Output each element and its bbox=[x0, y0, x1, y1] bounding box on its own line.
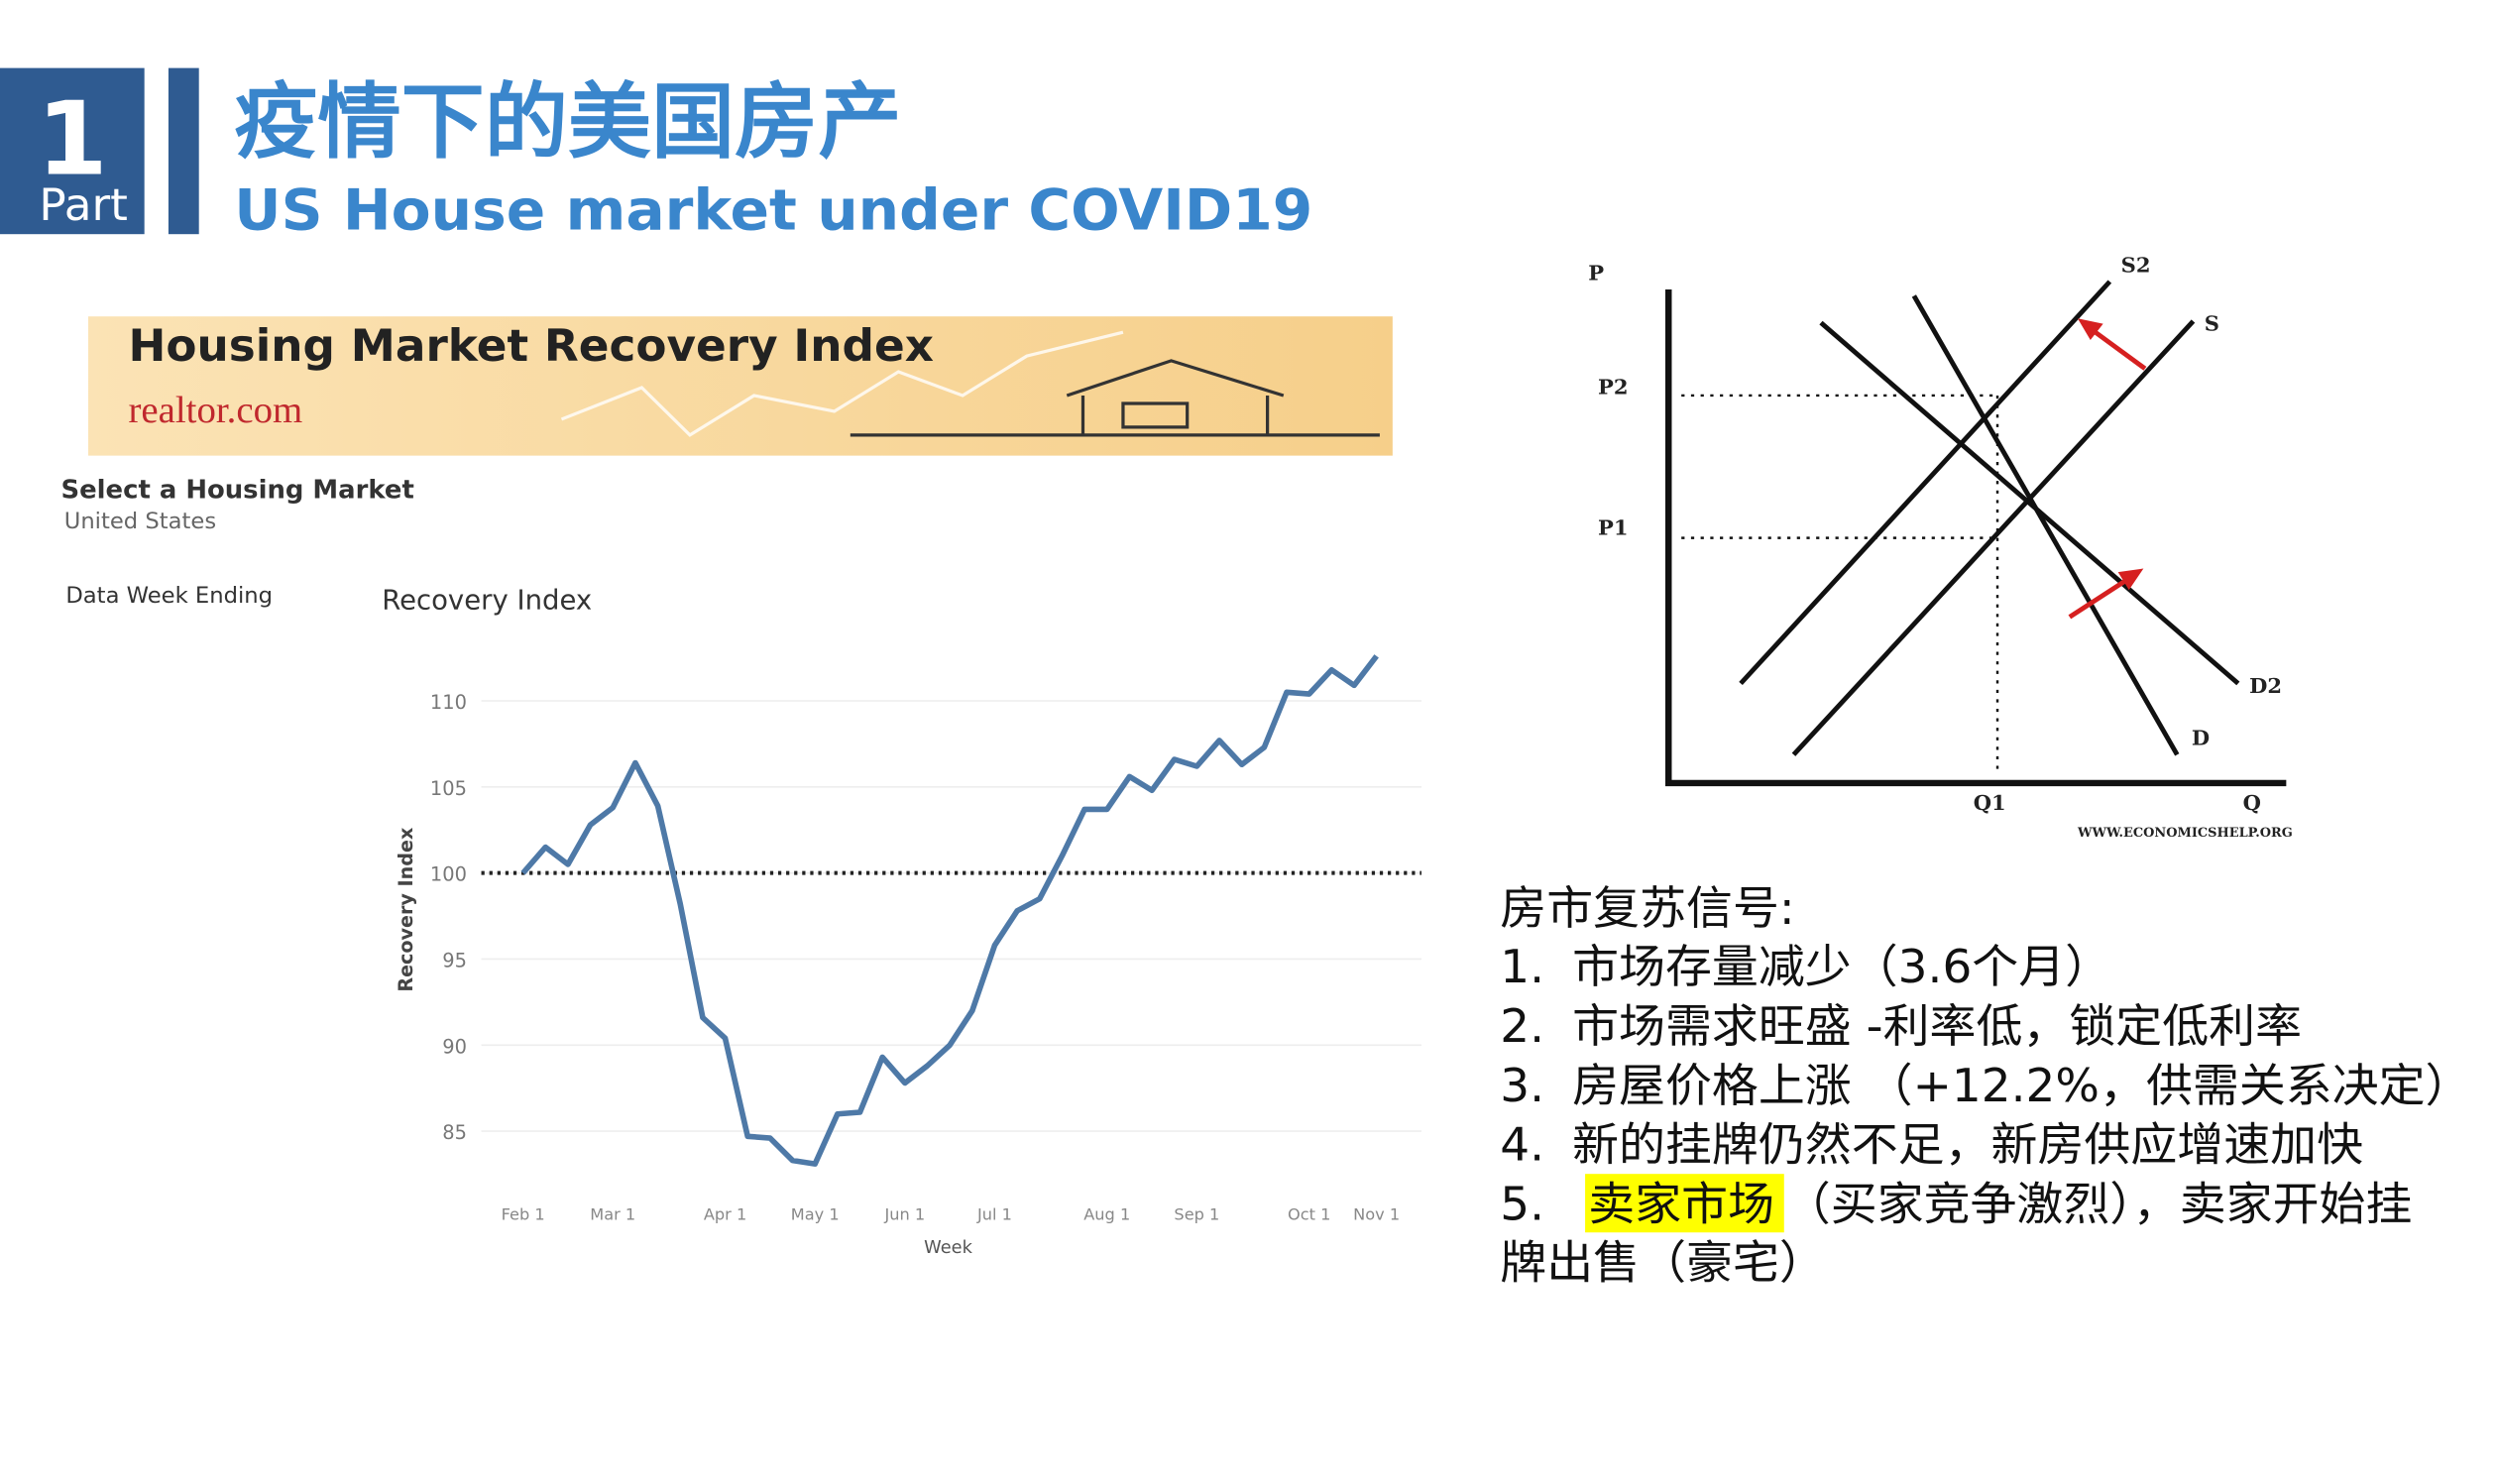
supply-demand-diagram bbox=[1665, 280, 2287, 787]
week-label: Data Week Ending bbox=[65, 583, 273, 609]
slide-subtitle: US House market under COVID19 bbox=[234, 176, 1312, 244]
item-text: 市场需求旺盛 -利率低，锁定低利率 bbox=[1572, 999, 2302, 1053]
banner-brand: realtor.com bbox=[128, 390, 302, 431]
y-tick-label: 85 bbox=[442, 1121, 467, 1144]
line-chart: Recovery Index Recovery Index Week 85 90 95 10… bbox=[382, 586, 1421, 1258]
item-text: （买家竞争激烈），卖家开始挂 bbox=[1784, 1178, 2413, 1231]
y-tick-label: 110 bbox=[430, 691, 467, 714]
arrow-head bbox=[2077, 318, 2103, 340]
item-text: 市场存量减少（3.6个月） bbox=[1572, 940, 2111, 993]
signal-list: 房市复苏信号: 1. 市场存量减少（3.6个月） 2. 市场需求旺盛 -利率低，锁定低… bbox=[1500, 881, 2471, 1289]
x-tick-label: Oct 1 bbox=[1288, 1205, 1330, 1224]
x-tick-label: Jun 1 bbox=[883, 1205, 925, 1224]
filter-label: Select a Housing Market bbox=[61, 476, 414, 506]
x-tick-label: Nov 1 bbox=[1353, 1205, 1400, 1224]
label-p1: P1 bbox=[1598, 515, 1628, 540]
item-text: 新的挂牌仍然不足，新房供应增速加快 bbox=[1572, 1118, 2363, 1172]
demand-d2 bbox=[1819, 320, 2240, 686]
x-tick-label: Aug 1 bbox=[1083, 1205, 1130, 1224]
part-label: Part bbox=[39, 178, 127, 231]
x-axis-label: Week bbox=[924, 1238, 972, 1258]
label-d: D bbox=[2192, 726, 2210, 750]
label-s2: S2 bbox=[2121, 253, 2151, 278]
chart-title: Recovery Index bbox=[382, 586, 592, 617]
x-tick-label: May 1 bbox=[791, 1205, 840, 1224]
banner-decor bbox=[560, 330, 1124, 437]
part-number: 1 bbox=[37, 81, 108, 198]
diagram-source: WWW.ECONOMICSHELP.ORG bbox=[2077, 826, 2293, 841]
y-axis-label: Recovery Index bbox=[395, 827, 417, 992]
x-tick-label: Feb 1 bbox=[502, 1205, 545, 1224]
item-number: 2. bbox=[1500, 999, 1544, 1053]
house-icon bbox=[850, 359, 1380, 437]
slide-title: 疫情下的美国房产 bbox=[234, 73, 901, 170]
demand-d bbox=[1911, 294, 2180, 756]
item-continuation: 牌出售（豪宅） bbox=[1500, 1236, 1826, 1290]
item-highlight: 卖家市场 bbox=[1588, 1178, 1774, 1231]
shift-arrow bbox=[2087, 325, 2147, 371]
item-number: 5. bbox=[1500, 1178, 1544, 1231]
diagram-axes bbox=[1665, 289, 2287, 787]
y-tick-label: 90 bbox=[442, 1035, 467, 1058]
banner bbox=[88, 316, 1393, 456]
y-tick-label: 105 bbox=[430, 777, 467, 800]
arrow-head bbox=[2117, 568, 2144, 591]
highlight bbox=[1585, 1174, 1784, 1233]
item-number: 1. bbox=[1500, 940, 1544, 993]
y-tick-label: 95 bbox=[442, 950, 467, 972]
axis-q: Q bbox=[2243, 790, 2261, 815]
y-tick-label: 100 bbox=[430, 863, 467, 886]
x-tick-label: Sep 1 bbox=[1174, 1205, 1219, 1224]
supply-s2 bbox=[1739, 280, 2112, 686]
supply-s bbox=[1791, 319, 2196, 756]
item-number: 4. bbox=[1500, 1118, 1544, 1172]
part-badge bbox=[0, 67, 145, 235]
item-text: 房屋价格上涨 （+12.2%，供需关系决定） bbox=[1572, 1059, 2471, 1112]
item-number: 3. bbox=[1500, 1059, 1544, 1112]
filter-value: United States bbox=[64, 509, 216, 534]
shift-arrow bbox=[2068, 575, 2132, 620]
label-d2: D2 bbox=[2249, 673, 2282, 698]
x-tick-label: Jul 1 bbox=[976, 1205, 1012, 1224]
signal-title: 房市复苏信号: bbox=[1500, 881, 1794, 935]
x-tick-label: Apr 1 bbox=[704, 1205, 746, 1224]
header-bar bbox=[168, 67, 199, 235]
label-q1: Q1 bbox=[1974, 790, 2006, 815]
label-p2: P2 bbox=[1598, 375, 1628, 400]
data-line bbox=[520, 654, 1379, 1167]
x-tick-label: Mar 1 bbox=[590, 1205, 635, 1224]
banner-title: Housing Market Recovery Index bbox=[128, 319, 933, 372]
label-s: S bbox=[2205, 311, 2219, 336]
axis-p: P bbox=[1588, 261, 1604, 285]
